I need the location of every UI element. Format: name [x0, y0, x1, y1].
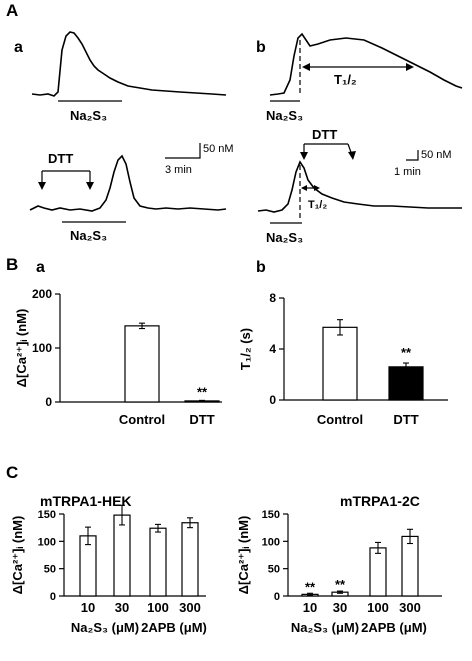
group-label: 2APB (μM) [361, 620, 427, 635]
dtt-label-b: DTT [312, 127, 337, 142]
y-tick-label: 0 [269, 393, 276, 407]
chart-title: mTRPA1-HEK [40, 493, 132, 509]
trace-b-bottom [257, 160, 462, 213]
category-label: 100 [147, 600, 169, 615]
scale-conc-b: 50 nM [421, 149, 452, 161]
scale-time-a: 3 min [165, 164, 192, 176]
y-tick-label: 100 [32, 341, 52, 355]
bar [369, 547, 387, 597]
chart-Bb: 0 4 8 T₁/₂ (s) Control ** DTT [238, 291, 448, 427]
group-label: 2APB (μM) [141, 620, 207, 635]
y-tick-label: 4 [269, 342, 276, 356]
bar [113, 514, 131, 597]
significance-label: ** [401, 345, 412, 360]
significance-label: ** [305, 579, 316, 594]
dtt-arrowhead-a-right [86, 182, 94, 190]
y-tick-label: 200 [32, 287, 52, 301]
category-label: DTT [393, 412, 418, 427]
y-tick-label: 150 [38, 509, 56, 521]
trace-b-top [269, 32, 463, 96]
thalf-label-b-bottom: T₁/₂ [308, 199, 327, 211]
dtt-arrowhead-b-right [348, 151, 356, 160]
bar [149, 527, 167, 597]
chart-title: mTRPA1-2C [340, 493, 420, 509]
dtt-label-a: DTT [48, 151, 73, 166]
category-label: 300 [179, 600, 201, 615]
y-tick-label: 8 [269, 291, 276, 305]
y-tick-label: 50 [44, 564, 56, 576]
chart-C1: mTRPA1-HEK 0 50 100 150 Δ[Ca²⁺]ᵢ (nM) 10 30 100 3… [10, 493, 207, 635]
y-tick-label: 50 [268, 564, 280, 576]
thalf-arrow-right-b-bottom [314, 185, 320, 191]
bar [322, 326, 358, 401]
significance-label: ** [335, 577, 346, 592]
panel-label-A-a: a [14, 39, 23, 56]
y-axis-label: Δ[Ca²⁺]ᵢ (nM) [236, 516, 251, 595]
bar [181, 522, 199, 597]
bar [388, 366, 424, 401]
dtt-arrowhead-a-left [38, 182, 46, 190]
category-label: Control [119, 412, 165, 427]
thalf-arrow-left-b-top [302, 63, 310, 71]
scale-time-b: 1 min [394, 166, 421, 178]
scale-bar-a [165, 143, 201, 159]
category-label: 30 [115, 600, 129, 615]
y-tick-label: 100 [38, 536, 56, 548]
stimulus-label-b-bottom: Na₂S₃ [266, 230, 303, 245]
dtt-arrowhead-b-left [300, 152, 308, 160]
y-axis-label: Δ[Ca²⁺]ᵢ (nM) [14, 309, 29, 388]
bar [124, 325, 160, 403]
panel-label-B-b: b [256, 259, 266, 276]
group-label: Na₂S₃ (μM) [71, 620, 139, 635]
significance-label: ** [197, 384, 208, 399]
group-label: Na₂S₃ (μM) [291, 620, 359, 635]
stimulus-label-a-bottom: Na₂S₃ [70, 228, 107, 243]
category-label: Control [317, 412, 363, 427]
y-axis-label: T₁/₂ (s) [238, 328, 253, 370]
panel-label-B-a: a [36, 259, 45, 276]
thalf-arrow-left-b-bottom [301, 185, 307, 191]
thalf-arrow-right-b-top [406, 63, 414, 71]
category-label: 300 [399, 600, 421, 615]
bar [401, 535, 419, 597]
panel-label-A-b: b [256, 39, 266, 56]
thalf-label-b-top: T₁/₂ [334, 72, 357, 87]
y-tick-label: 0 [45, 395, 52, 409]
y-axis-label: Δ[Ca²⁺]ᵢ (nM) [10, 516, 25, 595]
y-tick-label: 0 [274, 591, 280, 603]
chart-C2: mTRPA1-2C 0 50 100 150 Δ[Ca²⁺]ᵢ (nM) ** 10 ** 30 1… [236, 493, 442, 635]
y-tick-label: 0 [50, 591, 56, 603]
scale-bar-b [406, 150, 419, 161]
scale-conc-a: 50 nM [203, 143, 234, 155]
category-label: DTT [189, 412, 214, 427]
category-label: 10 [303, 600, 317, 615]
trace-a-bottom [29, 154, 227, 212]
panel-label-A: A [6, 1, 18, 20]
stimulus-label-a-top: Na₂S₃ [70, 108, 107, 123]
panel-label-C: C [6, 463, 18, 482]
y-tick-label: 100 [262, 536, 280, 548]
panel-label-B: B [6, 255, 18, 274]
category-label: 100 [367, 600, 389, 615]
category-label: 10 [81, 600, 95, 615]
trace-a-top [31, 31, 227, 97]
y-tick-label: 150 [262, 509, 280, 521]
stimulus-label-b-top: Na₂S₃ [266, 108, 303, 123]
category-label: 30 [333, 600, 347, 615]
